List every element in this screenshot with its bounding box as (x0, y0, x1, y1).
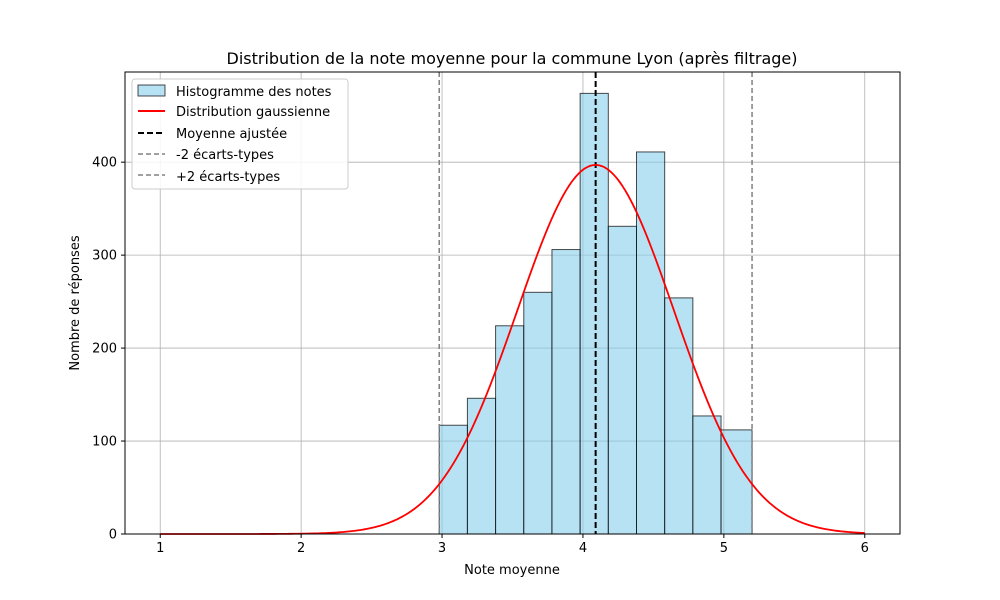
histogram-bar (720, 429, 753, 535)
x-tick-label: 6 (861, 541, 869, 556)
histogram-bar (438, 424, 468, 535)
y-tick-label: 100 (92, 435, 117, 450)
legend-histogram-label: Histogramme des notes (176, 85, 332, 100)
histogram-bar (551, 249, 581, 535)
x-tick-label: 3 (438, 541, 446, 556)
reference-lines (438, 72, 753, 534)
y-tick-label: 200 (92, 342, 117, 357)
histogram-bar (636, 151, 666, 535)
histogram-bar (523, 291, 553, 535)
legend-mean-label: Moyenne ajustée (176, 127, 287, 142)
x-tick-label: 2 (297, 541, 305, 556)
chart-title: Distribution de la note moyenne pour la … (227, 49, 798, 68)
histogram-bar (692, 415, 722, 535)
x-tick-label: 4 (579, 541, 587, 556)
legend-plus-2sd-label: +2 écarts-types (176, 170, 280, 185)
x-tick-label: 5 (720, 541, 728, 556)
histogram-bar (466, 397, 497, 535)
histogram-bar (495, 325, 525, 535)
legend: Histogramme des notes Distribution gauss… (131, 78, 349, 190)
legend-gaussian-label: Distribution gaussienne (176, 105, 330, 120)
y-axis: 0 100 200 300 400 (92, 156, 125, 543)
x-axis: 1 2 3 4 5 6 (156, 534, 869, 556)
legend-box (131, 78, 349, 190)
legend-minus-2sd-label: -2 écarts-types (176, 148, 274, 163)
histogram-bar (664, 297, 694, 535)
legend-histogram-swatch (137, 84, 166, 97)
plot-frame (124, 71, 901, 535)
histogram-bars (438, 92, 753, 535)
histogram-bar (607, 225, 637, 535)
histogram-bar (579, 92, 609, 535)
y-axis-label: Nombre de réponses (68, 235, 83, 370)
x-tick-label: 1 (156, 541, 164, 556)
y-tick-label: 400 (92, 156, 117, 171)
y-tick-label: 300 (92, 249, 117, 264)
x-axis-label: Note moyenne (464, 563, 560, 578)
y-tick-label: 0 (109, 528, 117, 543)
